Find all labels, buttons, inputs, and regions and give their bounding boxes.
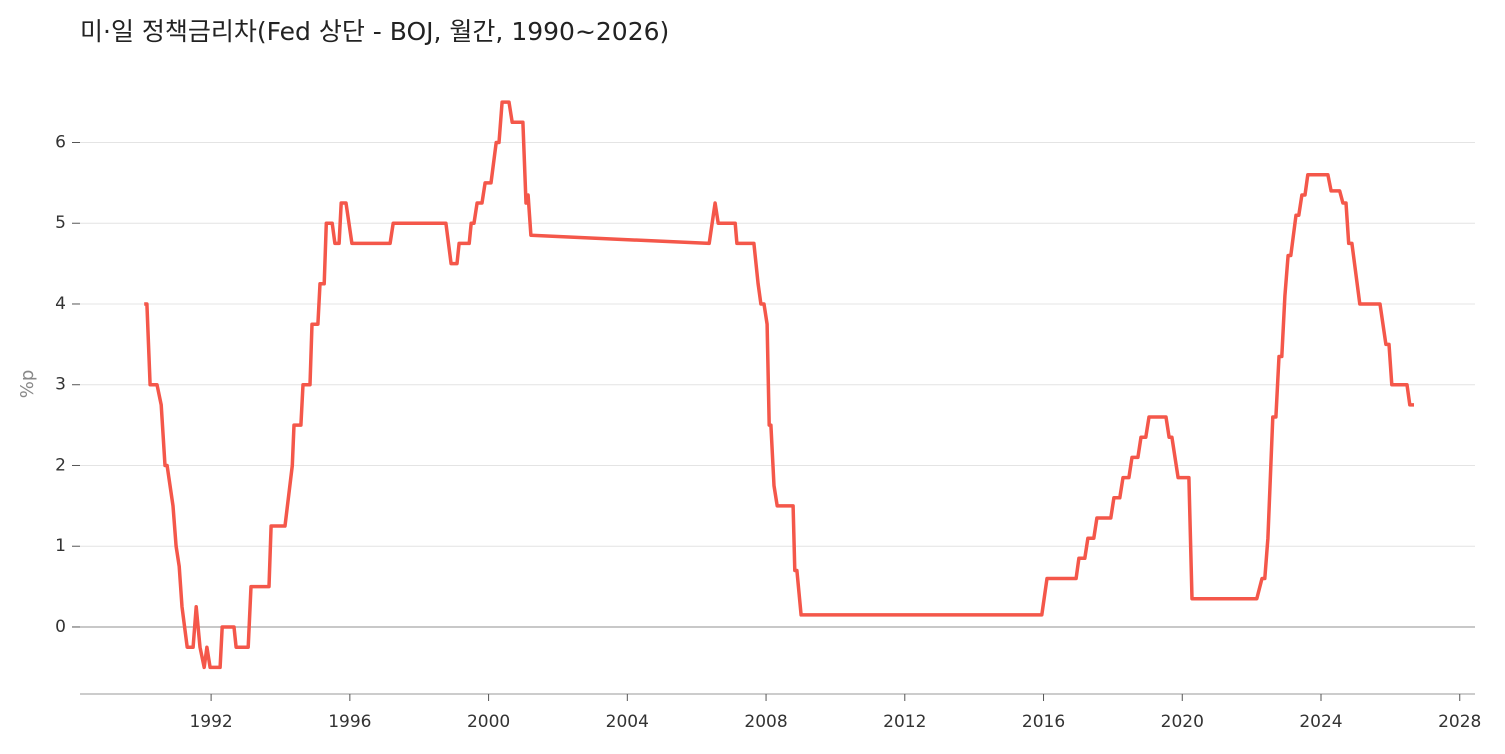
x-tick-label: 2028 xyxy=(1438,712,1481,732)
x-tick-label: 2008 xyxy=(744,712,787,732)
x-tick-label: 1996 xyxy=(328,712,371,732)
y-axis-label: %p xyxy=(17,370,38,399)
y-tick-label: 5 xyxy=(55,213,66,233)
x-tick-label: 2004 xyxy=(606,712,649,732)
y-tick-label: 0 xyxy=(55,617,66,637)
y-tick-label: 6 xyxy=(55,132,66,152)
x-tick-label: 2000 xyxy=(467,712,510,732)
y-tick-label: 4 xyxy=(55,294,66,314)
y-tick-label: 1 xyxy=(55,536,66,556)
x-tick-label: 2020 xyxy=(1161,712,1204,732)
x-tick-label: 2012 xyxy=(883,712,926,732)
x-tick-label: 2024 xyxy=(1299,712,1342,732)
y-tick-label: 2 xyxy=(55,455,66,475)
chart-title: 미·일 정책금리차(Fed 상단 - BOJ, 월간, 1990~2026) xyxy=(80,17,669,46)
y-tick-label: 3 xyxy=(55,375,66,395)
x-tick-label: 1992 xyxy=(189,712,232,732)
x-tick-label: 2016 xyxy=(1022,712,1065,732)
line-series xyxy=(144,100,1414,670)
